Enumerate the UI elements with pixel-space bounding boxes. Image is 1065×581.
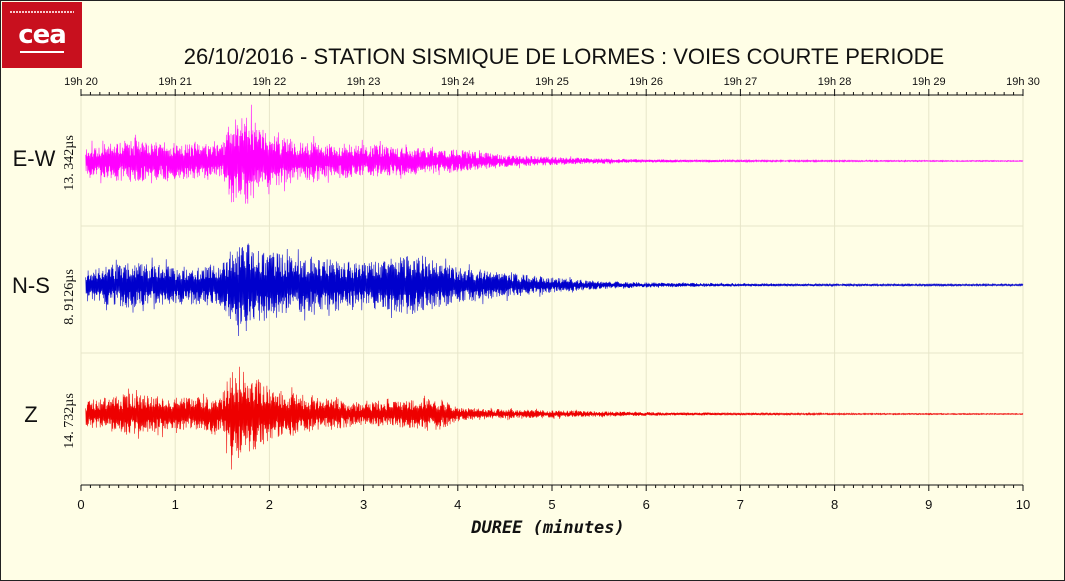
logo-wordmark: cea [18, 20, 67, 50]
bottom-tick-label: 6 [643, 497, 650, 512]
top-tick-label: 19h 26 [629, 76, 663, 88]
bottom-tick-label: 1 [172, 497, 179, 512]
top-tick-label: 19h 24 [441, 76, 475, 88]
trace-n-s: N-S 8. 9126µs [12, 243, 1024, 337]
bottom-tick-label: 8 [831, 497, 838, 512]
top-time-axis: 19h 20 19h 21 19h 22 19h 23 19h 24 19h 25 19h … [64, 76, 1040, 96]
logo-tagline [10, 11, 74, 13]
top-tick-label: 19h 20 [64, 76, 98, 88]
channel-label: Z [24, 402, 37, 427]
bottom-duration-axis: 0 1 2 3 4 5 6 7 8 9 10 [77, 484, 1030, 512]
chart-title: 26/10/2016 - STATION SISMIQUE DE LORMES … [184, 44, 944, 69]
top-tick-label: 19h 25 [535, 76, 569, 88]
top-tick-label: 19h 30 [1006, 76, 1040, 88]
trace-e-w: E-W 13. 342µs [13, 104, 1024, 204]
bottom-tick-label: 2 [266, 497, 273, 512]
channel-label: N-S [12, 273, 50, 298]
bottom-tick-label: 4 [454, 497, 461, 512]
scale-label: 13. 342µs [62, 135, 77, 191]
logo-underline [20, 51, 64, 53]
bottom-tick-label: 9 [925, 497, 932, 512]
bottom-tick-label: 7 [737, 497, 744, 512]
top-tick-label: 19h 28 [818, 76, 852, 88]
traces: E-W 13. 342µs N-S 8. 9126µs Z 14. 732µs [12, 104, 1024, 470]
trace-line [85, 243, 1024, 337]
top-tick-label: 19h 23 [347, 76, 381, 88]
scale-label: 8. 9126µs [62, 269, 77, 325]
top-tick-label: 19h 29 [912, 76, 946, 88]
bottom-tick-label: 10 [1016, 497, 1030, 512]
scale-label: 14. 732µs [62, 393, 77, 449]
bottom-tick-label: 5 [548, 497, 555, 512]
bottom-tick-label: 0 [77, 497, 84, 512]
bottom-tick-label: 3 [360, 497, 367, 512]
channel-label: E-W [13, 146, 56, 171]
cea-logo: cea [2, 2, 82, 68]
trace-line [85, 104, 1024, 204]
top-tick-label: 19h 21 [158, 76, 192, 88]
trace-z: Z 14. 732µs [24, 366, 1024, 470]
top-tick-label: 19h 27 [724, 76, 758, 88]
trace-line [85, 366, 1024, 470]
x-axis-label: DUREE (minutes) [470, 518, 625, 538]
top-tick-label: 19h 22 [253, 76, 287, 88]
